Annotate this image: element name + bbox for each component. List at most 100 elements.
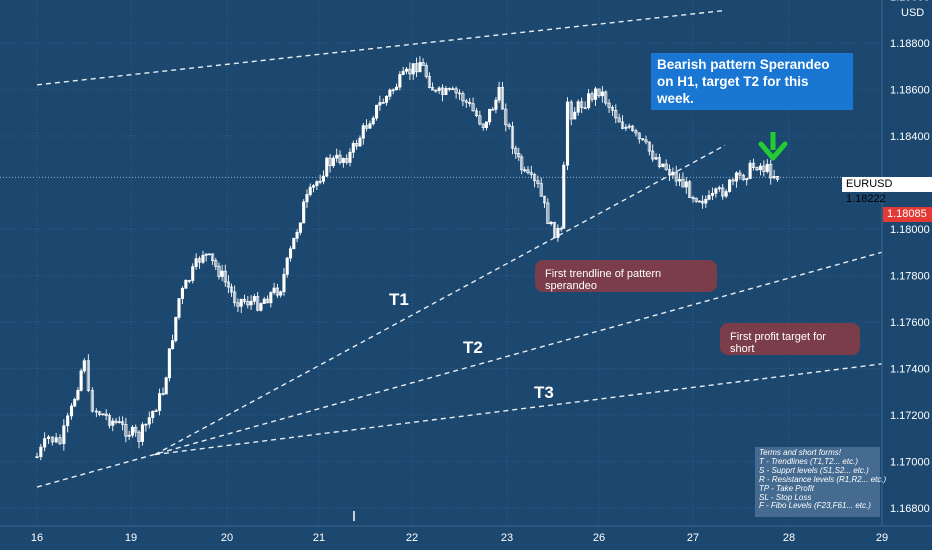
candle-body bbox=[637, 132, 641, 140]
candle-body bbox=[546, 202, 550, 225]
candle-body bbox=[265, 298, 270, 304]
candle-body bbox=[292, 237, 296, 250]
candle-body bbox=[154, 410, 158, 412]
candle-body bbox=[137, 431, 141, 442]
candle-body bbox=[325, 157, 329, 177]
candle-body bbox=[494, 99, 498, 110]
candle-body bbox=[478, 115, 482, 125]
candle-body bbox=[691, 197, 695, 199]
candle-body bbox=[471, 103, 475, 112]
candle-body bbox=[388, 89, 392, 97]
candle-body bbox=[46, 436, 51, 439]
trendlines bbox=[36, 9, 883, 488]
candle-body bbox=[724, 191, 728, 197]
candle-body bbox=[539, 183, 543, 197]
candle-body bbox=[461, 93, 465, 102]
down-arrow-icon bbox=[758, 132, 788, 161]
candle-body bbox=[667, 169, 672, 176]
label-t1: T1 bbox=[389, 290, 409, 309]
x-tick-label: 26 bbox=[593, 532, 605, 544]
candle-body bbox=[517, 153, 521, 158]
candle-body bbox=[305, 194, 309, 203]
candle-body bbox=[361, 125, 365, 139]
candle-body bbox=[624, 126, 628, 129]
candle-body bbox=[256, 296, 260, 311]
candle-body bbox=[341, 158, 345, 163]
candle-body bbox=[130, 426, 134, 436]
candle-body bbox=[312, 185, 316, 188]
y-tick-label: 1.17800 bbox=[890, 271, 930, 283]
candle-body bbox=[117, 421, 121, 424]
candle-body bbox=[151, 410, 155, 419]
candle-body bbox=[457, 92, 462, 95]
candle-body bbox=[158, 393, 162, 411]
candle-body bbox=[664, 163, 668, 170]
candle-body bbox=[644, 139, 648, 143]
candle-body bbox=[741, 174, 745, 181]
candle-body bbox=[491, 108, 495, 111]
candle-body bbox=[641, 138, 645, 141]
candle-body bbox=[249, 300, 253, 306]
candle-body bbox=[678, 179, 682, 182]
candle-body bbox=[447, 88, 451, 90]
candle-body bbox=[62, 425, 66, 445]
candle-body bbox=[375, 104, 379, 119]
candle-body bbox=[549, 221, 553, 225]
candle-body bbox=[214, 260, 218, 267]
candle-body bbox=[657, 157, 661, 167]
candle-body bbox=[556, 227, 560, 238]
candle-body bbox=[107, 415, 112, 426]
y-tick-label: 1.18400 bbox=[890, 131, 930, 143]
candle-body bbox=[236, 302, 240, 307]
last-price-label: 1.18222 bbox=[846, 193, 886, 205]
candle-body bbox=[269, 292, 273, 304]
candle-body bbox=[707, 195, 711, 200]
label-t2: T2 bbox=[463, 338, 483, 357]
candle-body bbox=[427, 76, 431, 88]
candle-body bbox=[717, 187, 721, 190]
candle-body bbox=[73, 399, 77, 407]
candle-body bbox=[504, 108, 508, 126]
candle-body bbox=[559, 227, 563, 230]
y-tick-label: 1.18600 bbox=[890, 85, 930, 97]
candle-body bbox=[98, 411, 102, 415]
candle-body bbox=[233, 291, 237, 304]
candle-body bbox=[321, 175, 326, 182]
trendline-T1 bbox=[154, 144, 726, 456]
candle-body bbox=[617, 117, 621, 123]
x-tick-label: 29 bbox=[876, 532, 888, 544]
candle-body bbox=[161, 393, 165, 395]
candle-body bbox=[35, 456, 39, 459]
candle-body bbox=[769, 163, 773, 179]
candle-body bbox=[79, 370, 83, 391]
candle-body bbox=[583, 107, 587, 110]
candle-body bbox=[600, 91, 604, 97]
candle-body bbox=[590, 93, 594, 100]
candle-body bbox=[140, 424, 144, 442]
candle-body bbox=[481, 123, 485, 128]
candle-body bbox=[569, 101, 573, 120]
candle-body bbox=[86, 360, 90, 391]
terms-line: S - Supprt levels (S1,S2... etc.) bbox=[759, 465, 869, 475]
candle-body bbox=[507, 124, 511, 127]
candle-body bbox=[734, 172, 738, 182]
candle-body bbox=[226, 281, 230, 288]
candle-body bbox=[355, 143, 359, 147]
terms-line: R - Resistance levels (R1,R2... etc.) bbox=[759, 474, 887, 484]
candle-body bbox=[654, 157, 658, 160]
candle-body bbox=[404, 68, 409, 72]
candle-body bbox=[434, 89, 438, 92]
candle-body bbox=[714, 188, 718, 194]
candle-body bbox=[302, 201, 306, 224]
terms-line: Terms and short forms! bbox=[759, 448, 841, 457]
candle-body bbox=[391, 89, 395, 92]
candle-body bbox=[239, 298, 243, 307]
candle-body bbox=[223, 270, 227, 283]
candle-body bbox=[147, 417, 151, 425]
currency-label: USD bbox=[901, 7, 924, 19]
candle-body bbox=[114, 420, 118, 423]
x-tick-label: 23 bbox=[501, 532, 513, 544]
